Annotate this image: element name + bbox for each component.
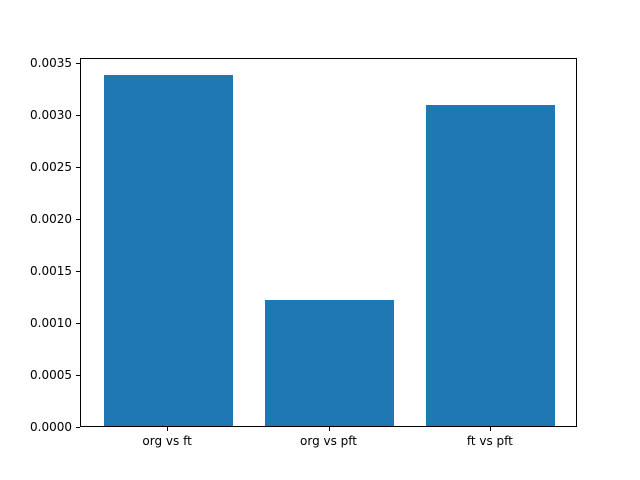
y-tick-mark xyxy=(76,271,80,273)
y-tick-mark xyxy=(76,167,80,169)
y-tick-mark xyxy=(76,63,80,65)
x-tick-label: org vs pft xyxy=(300,434,357,448)
y-tick-mark xyxy=(76,427,80,428)
bar-org-vs-ft xyxy=(103,74,233,426)
x-tick-mark xyxy=(489,427,491,431)
y-tick-label: 0.0000 xyxy=(30,420,72,434)
x-tick-label: ft vs pft xyxy=(466,434,513,448)
bar-org-vs-pft xyxy=(264,300,395,426)
y-tick-mark xyxy=(76,323,80,325)
y-tick-label: 0.0005 xyxy=(30,368,72,382)
x-tick-mark xyxy=(328,427,330,431)
y-tick-label: 0.0035 xyxy=(30,56,72,71)
plot-area xyxy=(80,58,577,427)
y-tick-label: 0.0030 xyxy=(30,108,72,123)
x-tick-mark xyxy=(167,427,169,431)
y-tick-label: 0.0015 xyxy=(30,264,72,279)
y-tick-label: 0.0025 xyxy=(30,160,72,175)
x-tick-label: org vs ft xyxy=(142,434,192,448)
y-tick-label: 0.0020 xyxy=(30,212,72,227)
y-tick-mark xyxy=(76,219,80,221)
y-tick-mark xyxy=(76,375,80,376)
bar-ft-vs-pft xyxy=(426,104,556,426)
y-tick-label: 0.0010 xyxy=(30,316,72,331)
y-tick-mark xyxy=(76,115,80,117)
